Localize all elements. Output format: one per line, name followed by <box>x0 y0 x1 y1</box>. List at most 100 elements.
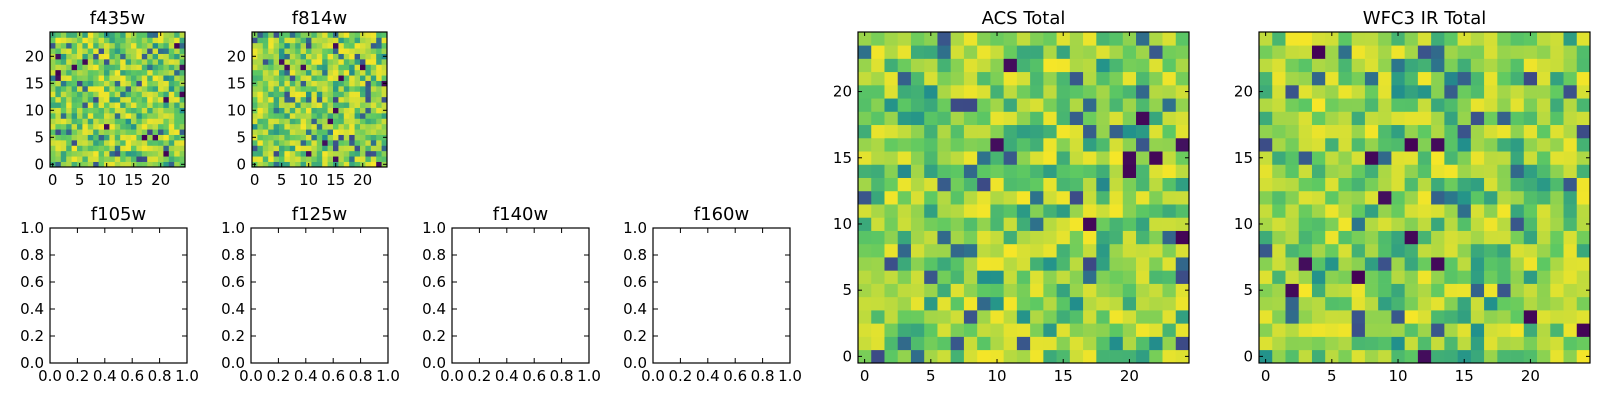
heatmap-cell <box>158 42 164 49</box>
heatmap-cell <box>257 161 264 168</box>
heatmap-cell <box>910 296 925 311</box>
heatmap-cell <box>1523 323 1538 337</box>
heatmap-cell <box>174 64 180 71</box>
heatmap-cell <box>147 53 153 60</box>
heatmap-cell <box>1431 243 1445 258</box>
heatmap-cell <box>1003 32 1018 46</box>
heatmap-cell <box>1431 349 1445 364</box>
heatmap-cell <box>262 123 269 130</box>
heatmap-cell <box>279 156 285 162</box>
heatmap-cell <box>871 32 885 46</box>
heatmap-cell <box>252 69 258 76</box>
heatmap-cell <box>910 84 925 99</box>
heatmap-cell <box>322 161 328 168</box>
heatmap-cell <box>131 150 137 157</box>
heatmap-cell <box>284 140 291 146</box>
heatmap-cell <box>168 75 175 81</box>
heatmap-cell <box>1510 230 1525 245</box>
heatmap-cell <box>1056 243 1071 258</box>
heatmap-cell <box>60 113 67 119</box>
heatmap-cell <box>963 32 978 46</box>
heatmap-cell <box>60 80 67 87</box>
heatmap-cell <box>1096 217 1110 231</box>
heatmap-cell <box>87 42 94 49</box>
heatmap-cell <box>55 113 62 119</box>
heatmap-cell <box>950 349 965 364</box>
heatmap-cell <box>262 37 269 44</box>
heatmap-cell <box>937 71 952 86</box>
heatmap-cell <box>1378 190 1392 205</box>
heatmap-cell <box>1444 124 1458 139</box>
heatmap-cell <box>82 53 89 60</box>
heatmap-cell <box>897 111 912 126</box>
heatmap-cell <box>1537 124 1551 139</box>
heatmap-cell <box>1364 98 1379 112</box>
heatmap-cell <box>910 349 925 364</box>
heatmap-cell <box>1417 257 1432 271</box>
heatmap-cell <box>1537 270 1551 284</box>
heatmap-cell <box>381 75 388 81</box>
heatmap-cell <box>60 129 67 135</box>
heatmap-cell <box>1351 111 1366 126</box>
heatmap-cell <box>147 123 153 130</box>
heatmap-cell <box>871 283 885 298</box>
heatmap-cell <box>1391 310 1405 324</box>
heatmap-cell <box>1056 71 1071 86</box>
heatmap-cell <box>98 75 105 81</box>
heatmap-cell <box>174 140 180 146</box>
heatmap-cell <box>77 113 83 119</box>
heatmap-cell <box>338 37 345 44</box>
heatmap-cell <box>1272 32 1286 46</box>
heatmap-cell <box>963 98 978 112</box>
heatmap-cell <box>977 310 991 324</box>
heatmap-cell <box>1364 137 1379 152</box>
heatmap-cell <box>349 118 355 125</box>
heatmap-cell <box>1563 190 1578 205</box>
heatmap-cell <box>1259 217 1273 231</box>
heatmap-cell <box>136 69 143 76</box>
heatmap-cell <box>871 336 885 351</box>
heatmap-cell <box>1162 349 1177 364</box>
heatmap-cell <box>131 107 137 114</box>
heatmap-cell <box>311 129 318 135</box>
heatmap-cell <box>1563 243 1578 258</box>
heatmap-cell <box>343 75 350 81</box>
heatmap-cell <box>316 113 323 119</box>
heatmap-cell <box>1069 217 1084 231</box>
heatmap-cell <box>990 349 1004 364</box>
heatmap-cell <box>262 102 269 108</box>
heatmap-cell <box>120 123 126 130</box>
heatmap-cell <box>950 336 965 351</box>
heatmap-cell <box>66 123 72 130</box>
heatmap-cell <box>1298 257 1313 271</box>
heatmap-cell <box>311 150 318 157</box>
heatmap-cell <box>1096 137 1110 152</box>
heatmap-cell <box>1325 58 1339 73</box>
heatmap-cell <box>1285 111 1300 126</box>
heatmap-cell <box>268 32 274 38</box>
heatmap-cell <box>114 80 121 87</box>
heatmap-cell <box>963 164 978 178</box>
y-tick-label: 0.0 <box>221 354 245 372</box>
heatmap-cell <box>1016 336 1031 351</box>
heatmap-cell <box>990 283 1004 298</box>
heatmap-cell <box>1537 190 1551 205</box>
heatmap-cell <box>82 150 89 157</box>
heatmap-cell <box>306 113 312 119</box>
heatmap-cell <box>1563 336 1578 351</box>
heatmap-cell <box>365 113 372 119</box>
heatmap-cell <box>1272 217 1286 231</box>
heatmap-cell <box>93 96 99 103</box>
heatmap-cell <box>1457 58 1472 73</box>
heatmap-cell <box>360 113 366 119</box>
heatmap-cell <box>136 86 143 92</box>
heatmap-cell <box>376 129 382 135</box>
heatmap-cell <box>252 129 258 135</box>
heatmap-cell <box>1338 84 1353 99</box>
heatmap-cell <box>316 48 323 54</box>
heatmap-cell <box>1444 32 1458 46</box>
heatmap-cell <box>1510 71 1525 86</box>
heatmap-cell <box>370 86 377 92</box>
heatmap-cell <box>120 37 126 44</box>
